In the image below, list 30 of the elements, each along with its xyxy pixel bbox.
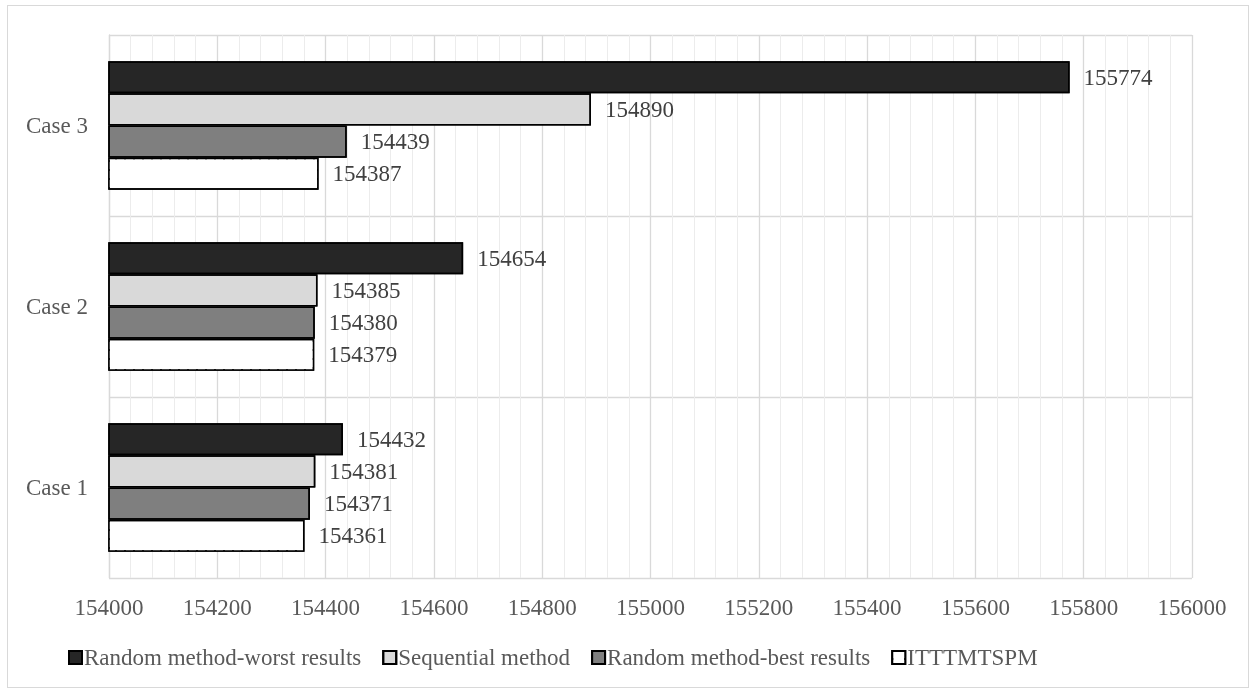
data-label: 154387: [332, 161, 402, 187]
x-tick-label: 156000: [1157, 595, 1227, 620]
x-tick-label: 154600: [399, 595, 469, 620]
x-tick-label: 155600: [940, 595, 1010, 620]
data-label: 154380: [328, 310, 398, 336]
data-label: 154439: [360, 129, 430, 155]
y-tick-label: Case 2: [26, 294, 88, 319]
legend-label: Random method-worst results: [84, 645, 362, 670]
data-label: 155774: [1083, 64, 1154, 90]
x-tick-label: 154000: [74, 595, 144, 620]
data-label: 154361: [318, 523, 388, 549]
x-tick-label: 154800: [507, 595, 577, 620]
x-tick-label: 155800: [1049, 595, 1119, 620]
legend-label: Sequential method: [398, 645, 571, 670]
data-label: 154371: [323, 491, 393, 517]
data-label: 154890: [604, 96, 674, 122]
data-label: 154385: [331, 277, 401, 303]
x-tick-label: 155200: [724, 595, 794, 620]
y-tick-label: Case 1: [26, 475, 88, 500]
data-label: 154381: [329, 458, 399, 484]
x-tick-label: 154400: [291, 595, 361, 620]
y-tick-label: Case 3: [26, 113, 88, 138]
x-tick-label: 155400: [832, 595, 902, 620]
x-tick-label: 155000: [616, 595, 685, 620]
data-label: 154432: [356, 426, 426, 452]
legend-label: Random method-best results: [607, 645, 871, 670]
data-label: 154379: [328, 342, 398, 368]
data-label: 154654: [477, 245, 547, 271]
legend-label: ITTTMTSPM: [907, 645, 1038, 670]
x-tick-label: 154200: [182, 595, 252, 620]
